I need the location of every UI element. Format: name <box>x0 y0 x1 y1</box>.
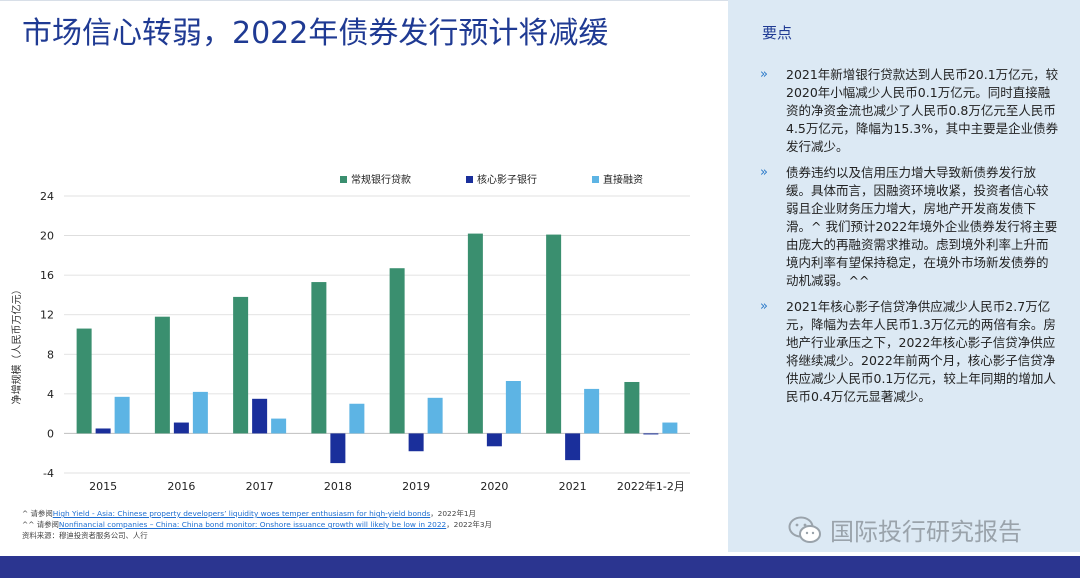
x-tick-label: 2018 <box>324 480 352 493</box>
footnotes: ^ 请参阅High Yield - Asia: Chinese property… <box>22 508 492 541</box>
bar-直接融资 <box>192 391 208 434</box>
bar-直接融资 <box>349 403 365 434</box>
bar-常规银行贷款 <box>233 296 249 434</box>
bar-chart: 常规银行贷款 核心影子银行 直接融资 -4 0 4 8 12 16 20 24 净增规模（人民币万… <box>10 173 690 493</box>
footnote-suffix: ，2022年1月 <box>430 509 476 518</box>
legend-label: 常规银行贷款 <box>351 173 411 186</box>
bar-常规银行贷款 <box>389 268 405 434</box>
chart-legend: 常规银行贷款 核心影子银行 直接融资 <box>340 173 643 186</box>
bar-常规银行贷款 <box>467 233 483 434</box>
wechat-icon <box>788 516 821 543</box>
key-point: » 2021年核心影子信贷净供应减少人民币2.7万亿元，降幅为去年人民币1.3万… <box>760 298 1060 406</box>
legend-label: 直接融资 <box>603 173 643 186</box>
bar-直接融资 <box>427 397 443 434</box>
footnote-prefix: ^ 请参阅 <box>22 509 53 518</box>
slide-title: 市场信心转弱，2022年债券发行预计将减缓 <box>22 16 609 51</box>
footnote-suffix: ，2022年3月 <box>446 520 492 529</box>
bullet-icon: » <box>760 67 768 82</box>
bar-核心影子银行 <box>408 433 424 452</box>
y-axis-label: 净增规模（人民币万亿元） <box>10 285 23 405</box>
bar-核心影子银行 <box>565 433 581 461</box>
watermark-text: 国际投行研究报告 <box>830 518 1022 546</box>
bar-常规银行贷款 <box>624 381 640 434</box>
bar-核心影子银行 <box>330 433 346 464</box>
y-tick-label: 12 <box>40 309 54 322</box>
legend-swatch <box>340 176 347 183</box>
y-tick-label: 8 <box>47 348 54 361</box>
bar-直接融资 <box>271 418 287 434</box>
y-axis: -4 0 4 8 12 16 20 24 <box>40 190 54 480</box>
footnote-link-2[interactable]: Nonfinancial companies – China: China bo… <box>58 520 447 529</box>
key-point-text: 2021年核心影子信贷净供应减少人民币2.7万亿元，降幅为去年人民币1.3万亿元… <box>786 299 1056 404</box>
key-points-list: » 2021年新增银行贷款达到人民币20.1万亿元，较2020年小幅减少人民币0… <box>760 66 1060 414</box>
bullet-icon: » <box>760 165 768 180</box>
y-tick-label: 4 <box>47 388 54 401</box>
footnote-link-1[interactable]: High Yield - Asia: Chinese property deve… <box>52 509 431 518</box>
y-tick-label: -4 <box>43 467 54 480</box>
bar-常规银行贷款 <box>311 282 327 434</box>
bullet-icon: » <box>760 299 768 314</box>
key-points-panel <box>728 0 1080 552</box>
bar-直接融资 <box>584 388 600 434</box>
top-rule <box>0 0 728 1</box>
bars <box>76 233 678 464</box>
bar-核心影子银行 <box>643 433 659 435</box>
bar-常规银行贷款 <box>76 328 92 434</box>
x-tick-label: 2016 <box>167 480 195 493</box>
bar-常规银行贷款 <box>546 234 562 434</box>
x-tick-label: 2022年1-2月 <box>617 479 685 493</box>
bar-直接融资 <box>114 396 130 434</box>
bar-常规银行贷款 <box>154 316 170 434</box>
key-point-text: 2021年新增银行贷款达到人民币20.1万亿元，较2020年小幅减少人民币0.1… <box>786 67 1059 154</box>
key-point-text: 债券违约以及信用压力增大导致新债券发行放缓。具体而言，因融资环境收紧，投资者信心… <box>786 165 1058 288</box>
x-tick-label: 2017 <box>246 480 274 493</box>
x-tick-label: 2020 <box>480 480 508 493</box>
bar-核心影子银行 <box>486 433 502 447</box>
x-tick-label: 2021 <box>559 480 587 493</box>
bottom-bar <box>0 556 1080 578</box>
legend-swatch <box>592 176 599 183</box>
footnote-prefix: ^^ 请参阅 <box>22 520 59 529</box>
legend-swatch <box>466 176 473 183</box>
bar-核心影子银行 <box>173 422 189 434</box>
key-point: » 债券违约以及信用压力增大导致新债券发行放缓。具体而言，因融资环境收紧，投资者… <box>760 164 1060 290</box>
x-tick-label: 2019 <box>402 480 430 493</box>
footnote-1: ^ 请参阅High Yield - Asia: Chinese property… <box>22 508 492 519</box>
y-tick-label: 0 <box>47 427 54 440</box>
key-point: » 2021年新增银行贷款达到人民币20.1万亿元，较2020年小幅减少人民币0… <box>760 66 1060 156</box>
legend-label: 核心影子银行 <box>477 173 537 186</box>
footnote-2: ^^ 请参阅Nonfinancial companies – China: Ch… <box>22 519 492 530</box>
bar-核心影子银行 <box>252 398 268 434</box>
y-tick-label: 20 <box>40 230 54 243</box>
watermark: 国际投行研究报告 <box>788 512 1022 547</box>
key-points-heading: 要点 <box>762 24 793 42</box>
y-tick-label: 24 <box>40 190 54 203</box>
x-axis: 2015 2016 2017 2018 2019 2020 2021 2022年1-2月 <box>89 479 685 493</box>
bar-直接融资 <box>505 380 521 434</box>
x-tick-label: 2015 <box>89 480 117 493</box>
bar-直接融资 <box>662 422 678 434</box>
y-tick-label: 16 <box>40 269 54 282</box>
source-note: 资料来源：穆迪投资者服务公司、人行 <box>22 531 148 540</box>
bar-核心影子银行 <box>95 428 111 434</box>
